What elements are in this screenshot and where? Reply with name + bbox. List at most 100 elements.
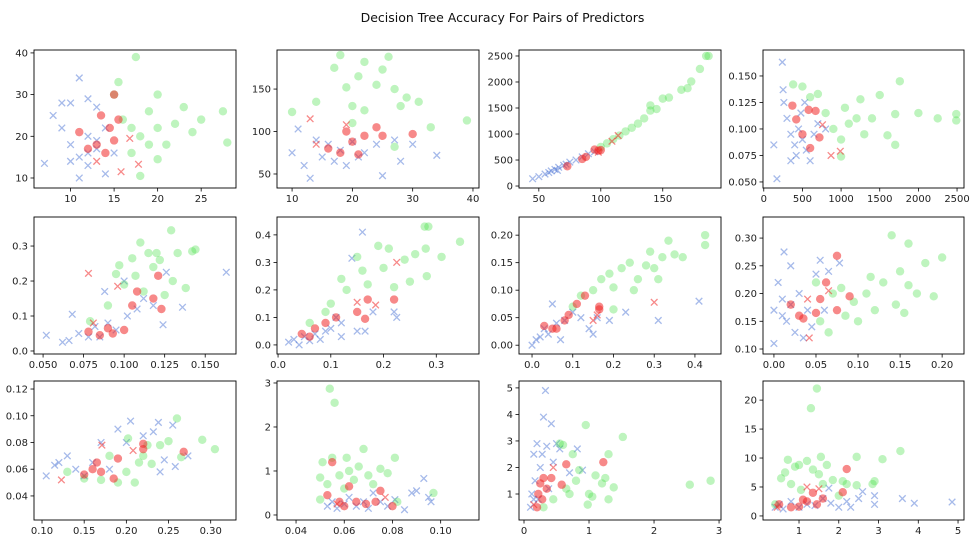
point-red-circle (832, 251, 842, 261)
point-green-circle (844, 119, 854, 128)
point-blue-x (327, 324, 335, 333)
point-green-circle (359, 444, 368, 454)
x-tick-label: 0.1 (323, 360, 339, 371)
point-red-circle (802, 497, 812, 506)
subplot-9: 0.10 0.15 0.20 0.25 0.30 0.04 0.06 0.08 0.10 0.12 (6, 380, 237, 537)
point-blue-x (284, 338, 293, 346)
figure-title: Decision Tree Accuracy For Pairs of Pred… (360, 10, 645, 25)
point-green-circle (609, 483, 618, 492)
y-tick-label: 2 (265, 422, 271, 433)
point-green-circle (866, 272, 875, 282)
y-tick-label: 0 (507, 182, 513, 193)
point-blue-x (553, 166, 562, 175)
point-green-circle (597, 274, 606, 284)
point-green-circle (374, 241, 383, 251)
y-tick-label: 1 (507, 490, 513, 501)
point-green-circle (625, 258, 634, 267)
y-tick-label: 0.125 (728, 98, 757, 109)
x-tick-label: 0.04 (285, 526, 307, 537)
point-green-circle (153, 90, 162, 99)
subplot-5: 0.050 0.075 0.100 0.125 0.150 0.0 0.1 0.2 0.3 (12, 216, 237, 371)
x-tick-label: 0.2 (376, 360, 392, 371)
point-red-circle (96, 111, 106, 120)
point-red-x (836, 147, 845, 155)
point-red-x (113, 282, 122, 291)
point-green-circle (805, 92, 815, 102)
x-tick-label: 2 (651, 526, 657, 537)
points (770, 231, 947, 348)
point-green-circle (321, 307, 330, 317)
point-blue-x (316, 335, 325, 344)
point-blue-x (787, 130, 795, 139)
point-red-circle (331, 313, 341, 322)
point-red-circle (113, 454, 123, 463)
subplot-1: 10 15 20 25 10 20 30 40 (15, 48, 237, 205)
point-green-circle (188, 127, 197, 137)
point-red-circle (540, 321, 549, 331)
point-blue-x (433, 151, 441, 160)
point-red-circle (563, 162, 572, 171)
subplot-4: 0 500 1000 1500 2000 2500 0.050 0.075 0.100 0.125… (728, 49, 970, 205)
point-green-circle (130, 478, 139, 487)
point-red-x (84, 269, 93, 278)
subplot-10: 0.04 0.06 0.08 0.10 0 1 2 3 (265, 378, 480, 537)
point-red-circle (108, 329, 117, 338)
point-blue-x (554, 163, 563, 172)
point-blue-x (400, 505, 409, 514)
point-blue-x (565, 469, 574, 477)
point-red-circle (581, 152, 591, 162)
point-green-circle (678, 252, 687, 262)
y-tick-label: 150 (252, 85, 271, 96)
point-red-circle (408, 129, 417, 139)
y-tick-label: 0.30 (735, 234, 757, 245)
point-blue-x (820, 306, 829, 314)
axes-frame (762, 380, 965, 521)
point-red-circle (371, 497, 380, 506)
point-green-circle (196, 115, 206, 124)
point-red-x (57, 476, 66, 484)
point-blue-x (948, 498, 956, 506)
point-green-circle (323, 479, 332, 489)
point-green-circle (829, 124, 838, 134)
point-green-circle (402, 93, 411, 102)
point-blue-x (780, 98, 788, 107)
x-tick-label: 100 (591, 194, 610, 205)
point-green-circle (330, 63, 339, 73)
point-green-circle (609, 305, 618, 314)
point-green-circle (376, 464, 385, 473)
point-red-x (614, 131, 622, 140)
point-red-x (815, 484, 823, 493)
point-green-circle (455, 237, 465, 246)
x-tick-label: 0.150 (191, 360, 220, 371)
x-tick-label: 0.30 (200, 526, 222, 537)
point-green-circle (558, 440, 568, 450)
point-red-x (353, 298, 361, 307)
point-red-circle (328, 457, 337, 467)
x-tick-label: 1 (796, 526, 802, 537)
point-green-circle (155, 255, 165, 265)
point-red-circle (342, 127, 351, 136)
point-green-circle (904, 239, 913, 248)
point-red-x (650, 298, 658, 307)
point-blue-x (337, 332, 346, 341)
point-green-circle (856, 95, 865, 104)
point-green-circle (646, 101, 655, 110)
point-red-circle (808, 488, 818, 497)
y-tick-label: 3 (507, 436, 513, 447)
point-green-circle (700, 230, 710, 240)
point-green-circle (776, 474, 786, 483)
point-blue-x (139, 294, 148, 303)
point-blue-x (870, 500, 879, 509)
point-green-circle (342, 285, 351, 295)
point-blue-x (787, 157, 795, 165)
point-red-circle (842, 464, 851, 474)
point-green-circle (852, 481, 861, 490)
x-tick-label: 0.2 (606, 360, 622, 371)
x-tick-label: 0.075 (69, 360, 98, 371)
axes-frame (276, 49, 480, 189)
point-blue-x (778, 311, 787, 320)
point-red-circle (792, 115, 801, 124)
point-green-circle (198, 435, 207, 445)
point-blue-x (75, 153, 84, 161)
x-tick-label: 0.15 (889, 360, 911, 371)
